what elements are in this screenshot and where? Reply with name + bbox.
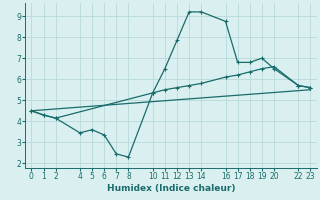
X-axis label: Humidex (Indice chaleur): Humidex (Indice chaleur)	[107, 184, 235, 193]
